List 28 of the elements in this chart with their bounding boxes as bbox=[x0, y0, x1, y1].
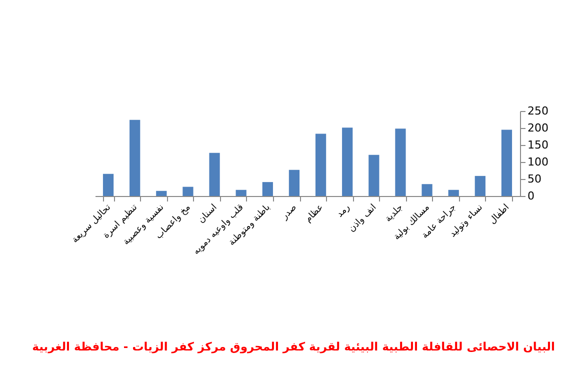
bar bbox=[262, 182, 273, 196]
x-tick-label: رمد bbox=[335, 202, 352, 220]
y-tick-label: 200 bbox=[528, 122, 548, 134]
bar bbox=[448, 190, 459, 196]
y-tick-label: 50 bbox=[528, 172, 542, 186]
text: البيان الاحصائى للقافلة الطبية البيئية لقرية كفر المحروق مركز كفر الزيات - محافظة الغربية bbox=[32, 340, 555, 354]
bar bbox=[422, 184, 432, 196]
bar bbox=[236, 190, 246, 196]
bar bbox=[156, 190, 167, 196]
bar bbox=[501, 130, 512, 196]
bar bbox=[102, 174, 114, 196]
y-tick-label: 0 bbox=[528, 190, 534, 202]
x-tick-label: عظام bbox=[304, 202, 326, 225]
x-tick-label: اطفال bbox=[488, 202, 512, 226]
x-tick-label: جلدية bbox=[384, 202, 406, 224]
bar bbox=[395, 128, 406, 196]
bar bbox=[288, 170, 300, 196]
bar bbox=[209, 152, 220, 196]
y-tick-label: 100 bbox=[528, 156, 548, 168]
y-tick-label: 150 bbox=[528, 138, 548, 152]
bar bbox=[474, 176, 486, 196]
bar bbox=[368, 154, 380, 196]
bar bbox=[315, 134, 326, 196]
bar bbox=[130, 120, 140, 196]
bar bbox=[342, 128, 353, 196]
y-tick-label: 250 bbox=[528, 104, 548, 118]
x-tick-label: صدر bbox=[279, 202, 299, 222]
bar bbox=[182, 186, 194, 196]
